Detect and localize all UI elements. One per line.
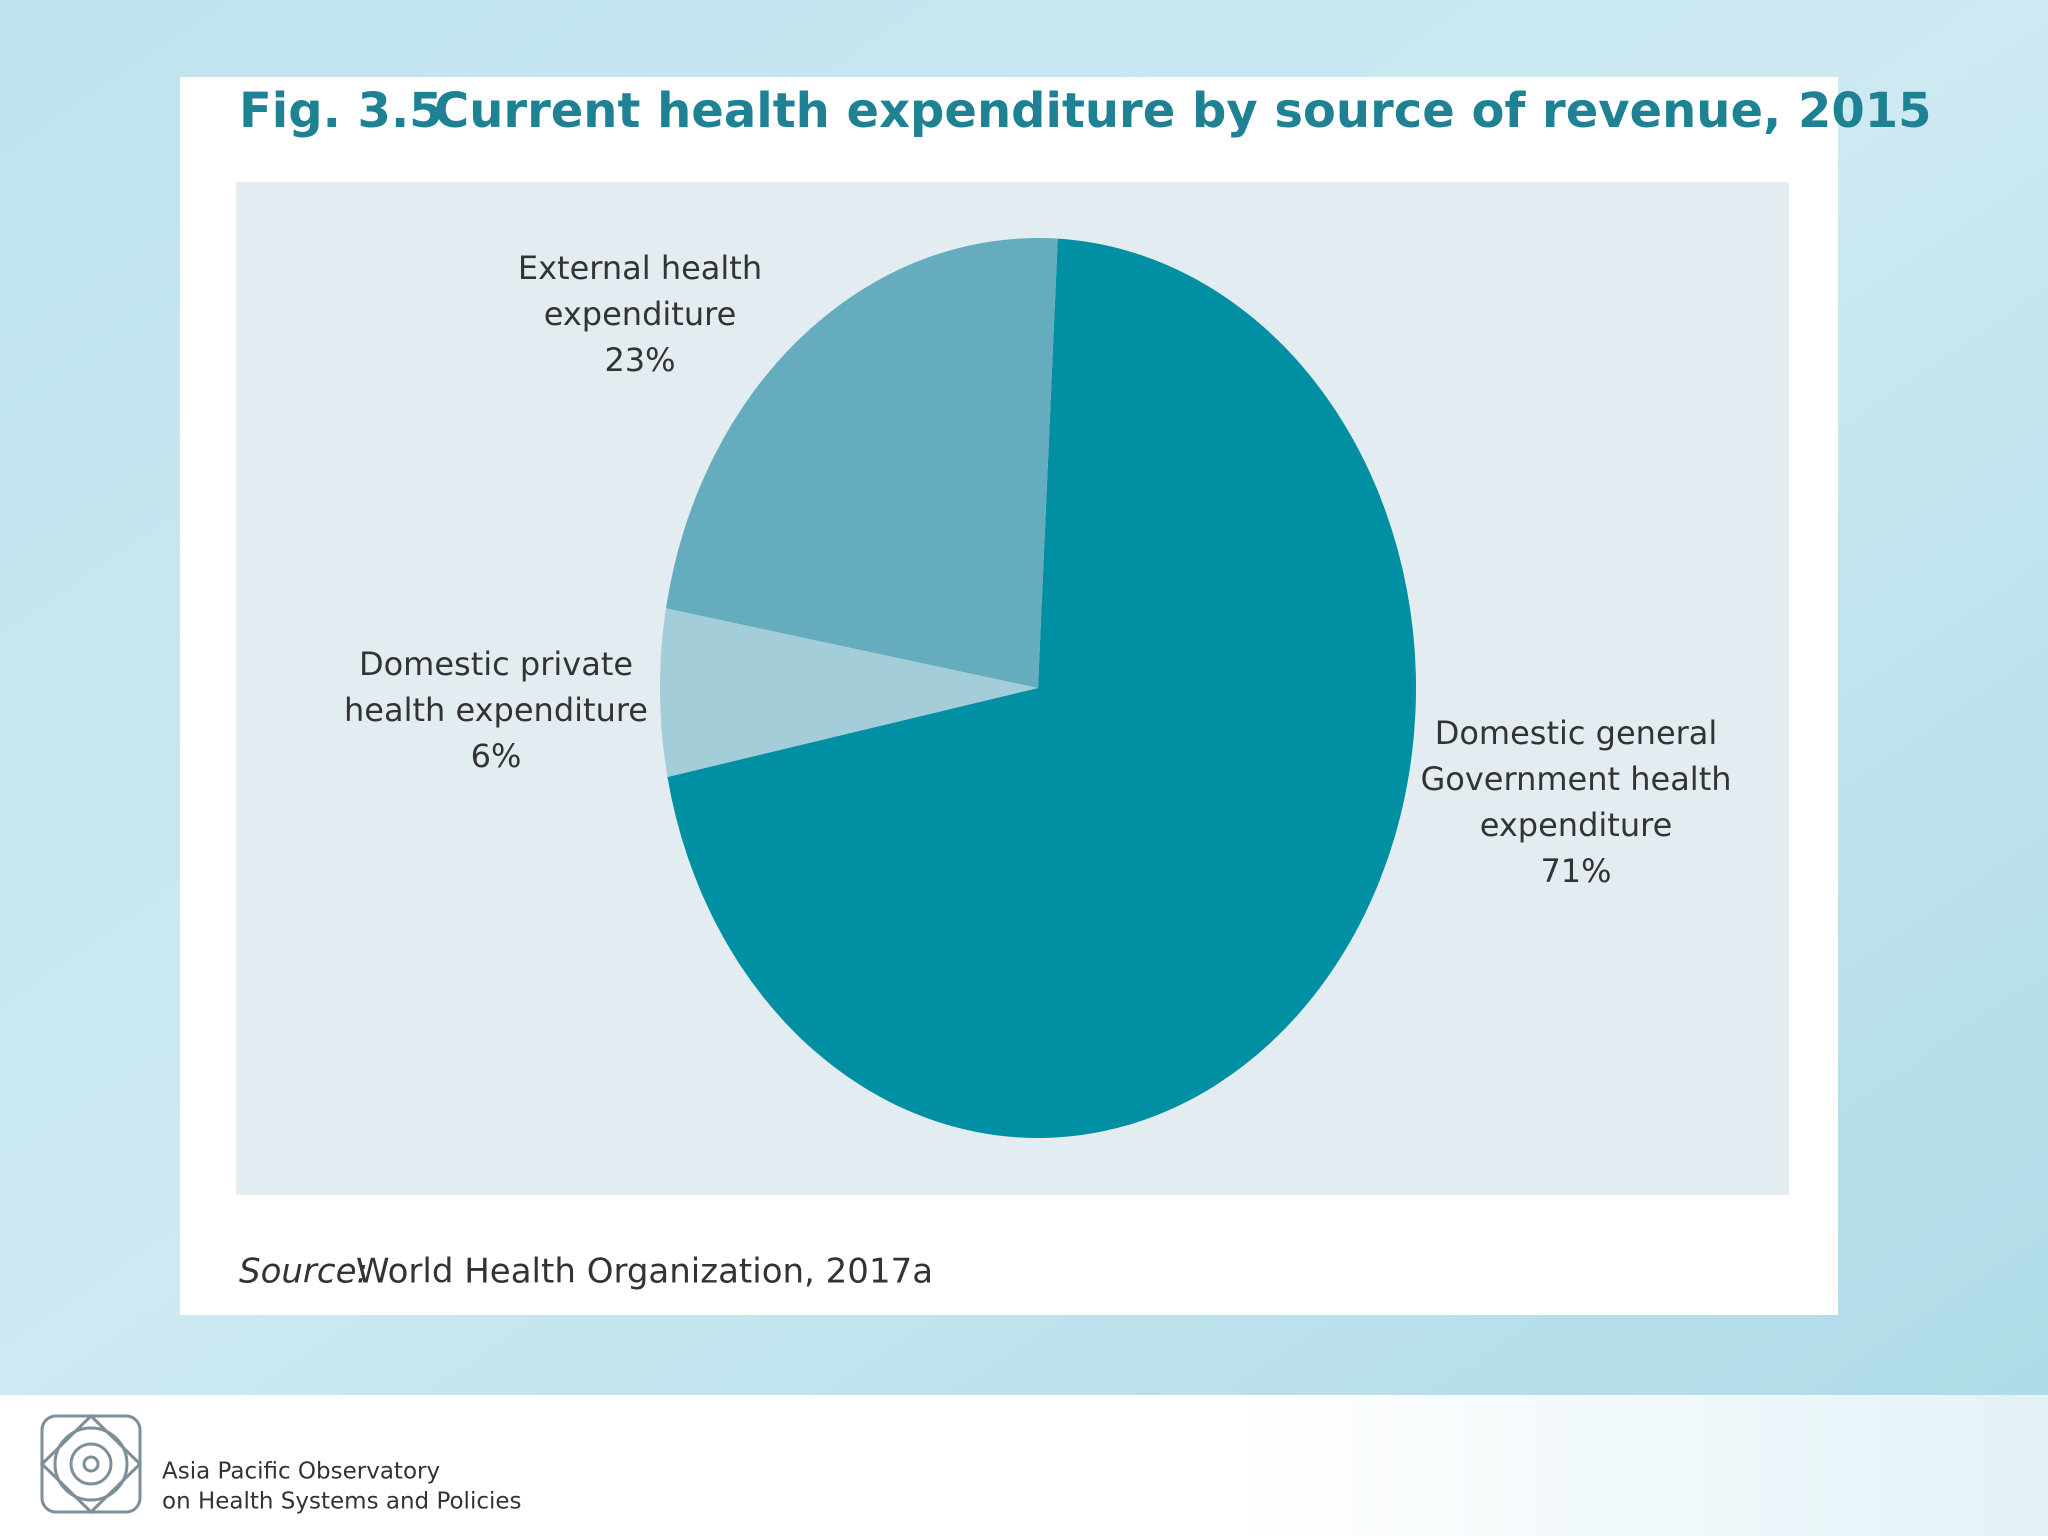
footer-org-line: Asia Pacific Observatory <box>162 1459 440 1485</box>
pie <box>660 238 1417 1139</box>
logo <box>39 1413 143 1515</box>
slice-label: health expenditure <box>344 691 648 729</box>
source-text: World Health Organization, 2017a <box>356 1252 933 1292</box>
slice-label: Government health <box>1420 760 1731 798</box>
pie-slice <box>667 238 1417 1139</box>
slice-label: expenditure <box>1480 806 1673 844</box>
slice-label: expenditure <box>544 295 737 333</box>
slice-value-label: 23% <box>604 341 675 379</box>
slice-value-label: 71% <box>1540 852 1611 890</box>
figure-number: Fig. 3.5 <box>239 83 443 139</box>
pie-slice <box>660 608 1038 777</box>
footer-org-line: on Health Systems and Policies <box>162 1489 522 1515</box>
slice-label: Domestic general <box>1435 714 1718 752</box>
chart-title: Current health expenditure by source of … <box>434 83 1932 139</box>
slice-label: Domestic private <box>359 645 633 683</box>
pie-slice <box>665 238 1058 689</box>
source-label: Source: <box>239 1252 368 1292</box>
slice-label: External health <box>518 249 762 287</box>
footer-bar <box>0 1395 2048 1536</box>
slice-value-label: 6% <box>471 737 522 775</box>
